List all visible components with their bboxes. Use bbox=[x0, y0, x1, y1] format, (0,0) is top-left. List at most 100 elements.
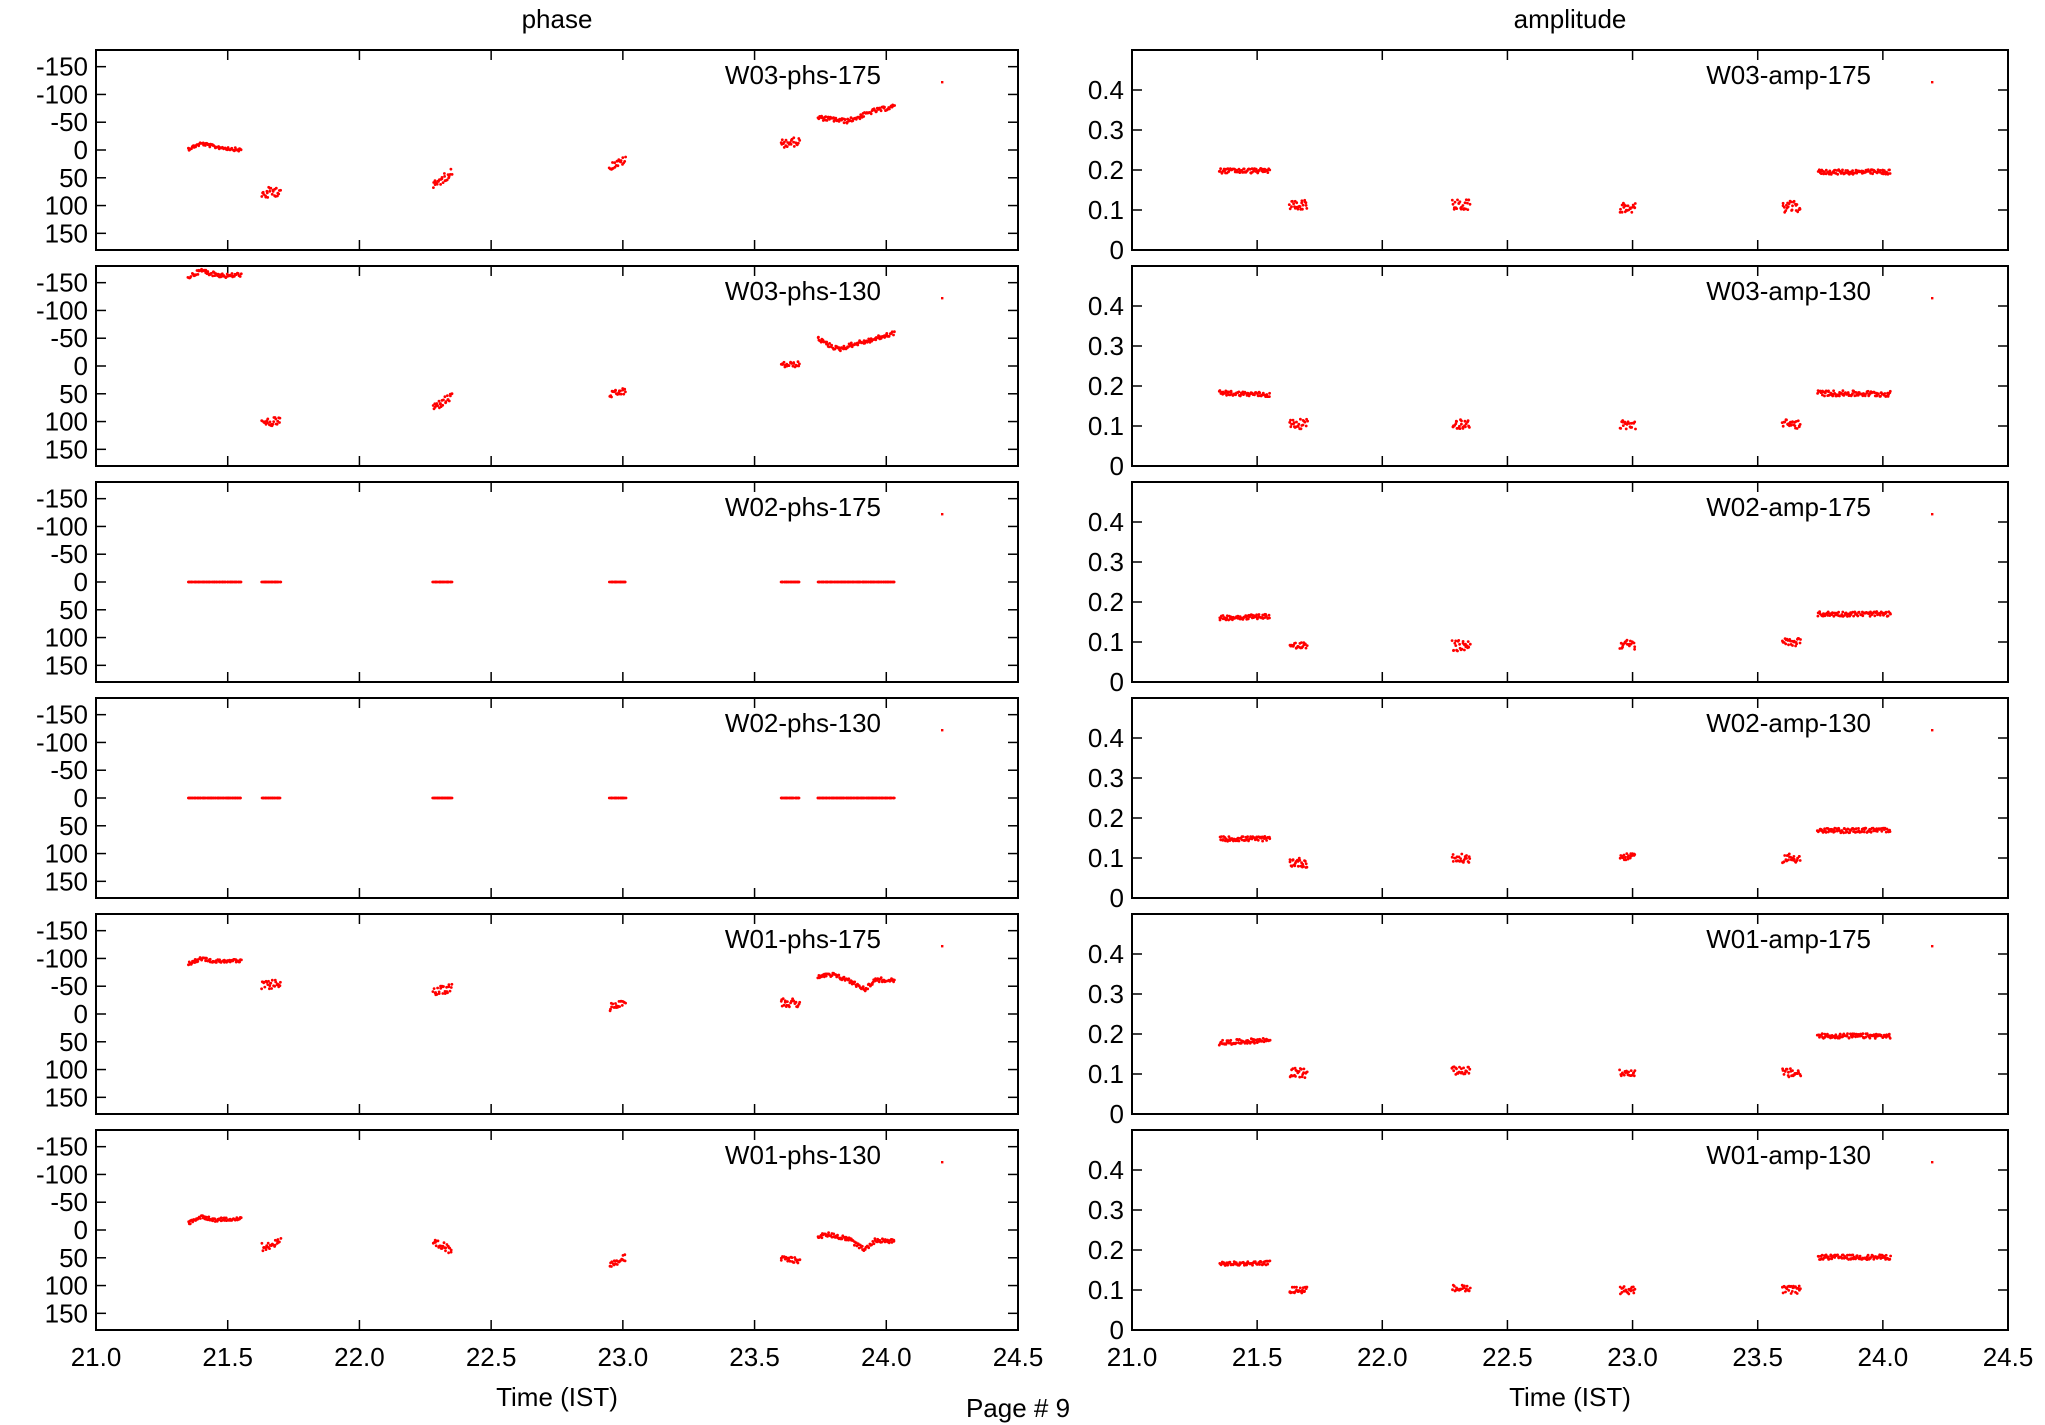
data-point bbox=[1246, 617, 1250, 621]
data-point bbox=[199, 1217, 202, 1220]
y-tick-label: -100 bbox=[36, 295, 88, 325]
data-point bbox=[1288, 858, 1292, 861]
x-tick-label: 22.0 bbox=[334, 1342, 385, 1372]
data-point bbox=[1797, 1284, 1801, 1288]
data-point bbox=[1218, 170, 1222, 173]
data-point bbox=[1838, 394, 1841, 398]
data-point bbox=[1884, 1253, 1888, 1257]
data-point bbox=[447, 1251, 450, 1255]
y-tick-label: 0.1 bbox=[1088, 627, 1124, 657]
data-point bbox=[207, 1215, 211, 1219]
data-point bbox=[237, 149, 241, 153]
data-point bbox=[1466, 208, 1470, 212]
data-point bbox=[437, 992, 441, 995]
column-title-phase: phase bbox=[522, 4, 593, 34]
data-point bbox=[858, 1243, 862, 1247]
data-point bbox=[1624, 204, 1628, 208]
data-point bbox=[624, 796, 628, 800]
y-tick-label: 0 bbox=[1110, 1099, 1124, 1129]
legend-marker bbox=[941, 945, 944, 948]
data-point bbox=[887, 1241, 891, 1245]
data-point bbox=[788, 1005, 791, 1009]
data-point bbox=[1791, 644, 1794, 647]
data-point bbox=[1303, 420, 1307, 424]
data-point bbox=[1268, 1038, 1272, 1042]
data-point bbox=[1467, 645, 1471, 649]
data-point bbox=[825, 340, 829, 344]
data-point bbox=[1450, 198, 1454, 202]
data-point bbox=[781, 997, 785, 1001]
data-point bbox=[439, 1244, 443, 1248]
y-tick-label: 0 bbox=[74, 135, 88, 165]
y-tick-label: 150 bbox=[45, 434, 88, 464]
data-point bbox=[1629, 1289, 1633, 1293]
data-point bbox=[450, 796, 454, 800]
data-point bbox=[1784, 642, 1788, 646]
data-point bbox=[1798, 641, 1802, 645]
data-point bbox=[1458, 427, 1462, 430]
data-point bbox=[1452, 1069, 1456, 1073]
data-point bbox=[1826, 1032, 1829, 1036]
data-point bbox=[621, 156, 625, 160]
data-point bbox=[782, 360, 786, 364]
data-point bbox=[1464, 207, 1467, 211]
legend-label: W03-amp-130 bbox=[1706, 276, 1871, 306]
data-point bbox=[1781, 1291, 1785, 1295]
legend-label: W02-amp-130 bbox=[1706, 708, 1871, 738]
data-point bbox=[1465, 854, 1468, 857]
data-point bbox=[221, 1218, 224, 1222]
data-point bbox=[1291, 418, 1295, 422]
data-point bbox=[1460, 422, 1463, 426]
data-point bbox=[1295, 1285, 1298, 1289]
data-point bbox=[842, 121, 846, 125]
data-point bbox=[1302, 865, 1305, 868]
data-point bbox=[1879, 394, 1882, 398]
data-point bbox=[1875, 394, 1879, 398]
data-point bbox=[611, 161, 614, 164]
data-point bbox=[441, 181, 445, 185]
data-point bbox=[1227, 835, 1231, 838]
data-point bbox=[271, 190, 275, 193]
data-point bbox=[1464, 642, 1467, 646]
x-tick-label: 23.5 bbox=[729, 1342, 780, 1372]
y-tick-label: 0 bbox=[1110, 1315, 1124, 1345]
x-tick-label: 21.5 bbox=[202, 1342, 253, 1372]
data-point bbox=[798, 139, 802, 142]
x-tick-label: 21.0 bbox=[71, 1342, 122, 1372]
data-point bbox=[614, 389, 617, 392]
data-point bbox=[1463, 648, 1466, 652]
data-point bbox=[1303, 1076, 1307, 1079]
data-point bbox=[1299, 427, 1303, 431]
data-point bbox=[619, 389, 622, 393]
data-point bbox=[1245, 394, 1249, 397]
y-tick-label: 0.1 bbox=[1088, 195, 1124, 225]
data-point bbox=[874, 338, 878, 342]
data-point bbox=[1875, 610, 1879, 613]
data-point bbox=[1268, 168, 1272, 172]
data-point bbox=[1254, 167, 1258, 171]
data-point bbox=[1291, 199, 1294, 203]
data-point bbox=[1288, 860, 1292, 864]
data-point bbox=[262, 980, 266, 984]
y-tick-label: 150 bbox=[45, 218, 88, 248]
data-point bbox=[1844, 171, 1848, 175]
data-point bbox=[203, 144, 207, 147]
data-point bbox=[780, 138, 784, 142]
data-point bbox=[618, 1005, 621, 1008]
data-point bbox=[1462, 861, 1465, 864]
data-point bbox=[1266, 1262, 1270, 1266]
data-point bbox=[278, 984, 282, 988]
data-point bbox=[893, 978, 896, 982]
data-point bbox=[1781, 424, 1785, 428]
data-point bbox=[1268, 837, 1272, 841]
x-tick-label: 24.5 bbox=[993, 1342, 1044, 1372]
data-point bbox=[278, 1240, 281, 1244]
legend-marker bbox=[1931, 81, 1934, 84]
y-tick-label: -100 bbox=[36, 727, 88, 757]
data-point bbox=[1861, 1032, 1865, 1036]
data-point bbox=[1847, 1036, 1851, 1040]
data-point bbox=[239, 796, 242, 800]
data-point bbox=[820, 1236, 824, 1240]
y-tick-label: 0 bbox=[74, 1215, 88, 1245]
